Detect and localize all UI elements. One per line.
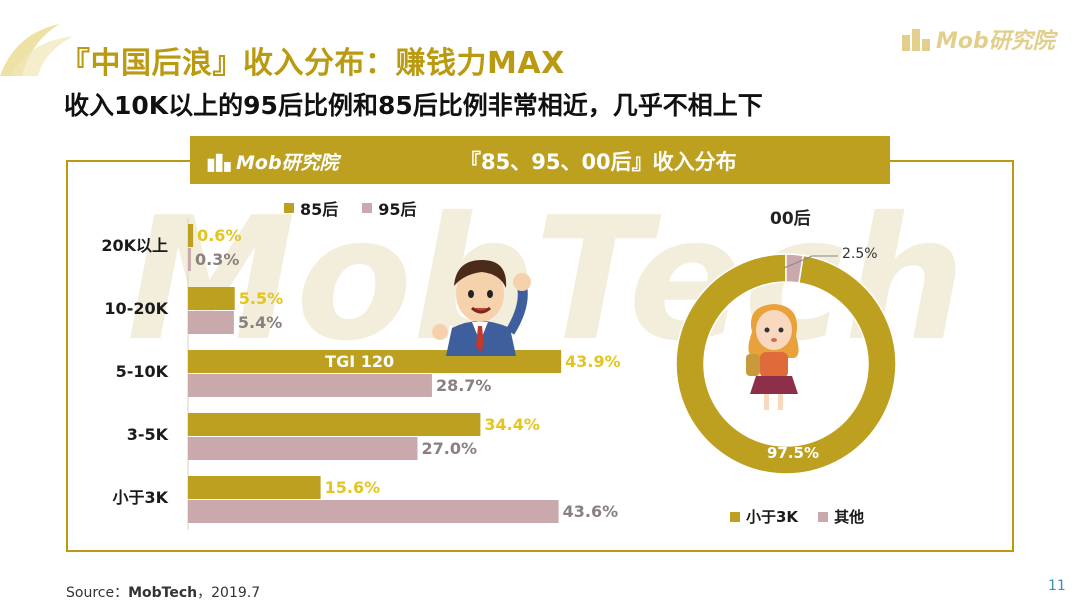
legend-swatch-under3k — [730, 511, 740, 522]
data-label-95-4: 43.6% — [563, 502, 619, 521]
bar-85-3 — [188, 413, 481, 436]
category-label-2: 5-10K — [116, 362, 169, 381]
donut-title: 00后 — [770, 209, 811, 229]
decorative-swoosh — [0, 24, 74, 76]
source-suffix: ，2019.7 — [197, 585, 261, 601]
legend-item-85: 85后 — [284, 196, 338, 220]
category-label-4: 小于3K — [112, 488, 168, 507]
legend-swatch-85 — [284, 203, 294, 213]
category-label-0: 20K以上 — [101, 236, 168, 255]
legend-label-under3k: 小于3K — [746, 508, 799, 526]
source-note: Source：MobTech，2019.7 — [66, 582, 260, 602]
data-label-95-0: 0.3% — [195, 250, 239, 269]
mob-logo-icon — [207, 153, 231, 172]
legend-item-under3k: 小于3K — [730, 506, 798, 527]
legend-item-other: 其他 — [818, 506, 864, 527]
data-label-95-3: 27.0% — [422, 439, 478, 458]
legend-swatch-95 — [362, 203, 373, 213]
category-label-1: 10-20K — [104, 299, 168, 318]
bar-85-0 — [188, 224, 194, 247]
data-label-85-1: 5.5% — [239, 289, 283, 308]
brand-text: Mob研究院 — [936, 29, 1055, 54]
girl-illustration — [746, 304, 799, 410]
data-label-85-2: 43.9% — [565, 352, 621, 371]
donut-leader-line — [783, 255, 838, 269]
bar-95-0 — [188, 248, 191, 271]
donut-label-under3k: 97.5% — [767, 444, 819, 462]
panel-header: Mob研究院 『85、95、00后』收入分布 — [190, 136, 890, 184]
bar-95-4 — [188, 500, 559, 523]
boy-illustration — [432, 260, 531, 356]
data-label-95-2: 28.7% — [436, 376, 492, 395]
data-label-95-1: 5.4% — [238, 313, 282, 332]
bar-95-1 — [188, 311, 234, 334]
panel-brand-text: Mob研究院 — [236, 152, 339, 174]
page-number: 11 — [1048, 578, 1066, 594]
bar-85-1 — [188, 287, 235, 310]
panel-title: 『85、95、00后』收入分布 — [460, 150, 737, 174]
mob-logo-icon — [902, 29, 930, 51]
data-label-85-4: 15.6% — [325, 478, 381, 497]
bar-95-3 — [188, 437, 418, 460]
source-prefix: Source： — [66, 585, 129, 601]
brand-logo: Mob研究院 — [900, 24, 1055, 54]
donut-label-other: 2.5% — [842, 246, 878, 262]
donut-slice-under3k — [675, 253, 897, 475]
legend-label-95: 95后 — [378, 200, 417, 219]
panel-brand-logo: Mob研究院 — [206, 148, 339, 175]
source-name: MobTech — [128, 585, 198, 601]
legend-item-95: 95后 — [362, 196, 417, 220]
legend-label-85: 85后 — [300, 200, 339, 219]
legend-swatch-other — [818, 511, 829, 522]
data-label-85-3: 34.4% — [484, 415, 540, 434]
donut-legend: 小于3K 其他 — [730, 506, 884, 527]
bar-legend: 85后 95后 — [284, 196, 441, 220]
tgi-annotation: TGI 120 — [325, 352, 394, 371]
page-title: 『中国后浪』收入分布：赚钱力MAX — [60, 46, 565, 81]
page-subtitle: 收入10K以上的95后比例和85后比例非常相近，几乎不相上下 — [64, 91, 763, 120]
legend-label-other: 其他 — [834, 508, 865, 526]
bar-95-2 — [188, 374, 432, 397]
data-label-85-0: 0.6% — [197, 226, 241, 245]
bar-85-4 — [188, 476, 321, 499]
category-label-3: 3-5K — [127, 425, 169, 444]
